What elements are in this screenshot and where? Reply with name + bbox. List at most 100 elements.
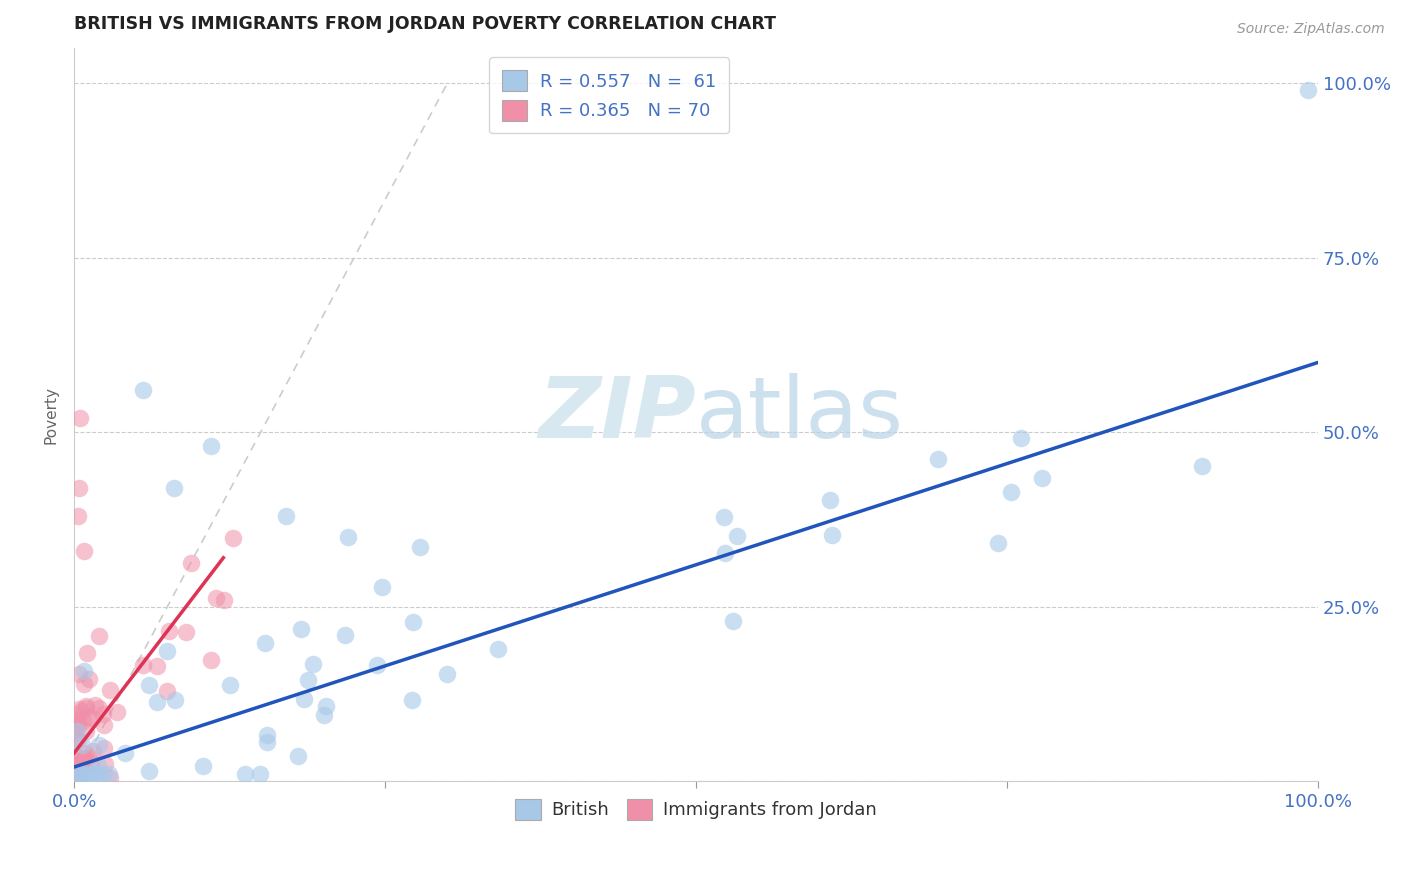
Point: [65, 759, 87, 773]
Text: Source: ZipAtlas.com: Source: ZipAtlas.com: [1237, 22, 1385, 37]
Point: [987, 535, 1010, 549]
Point: [70, 767, 93, 781]
Point: [233, 767, 256, 781]
Point: [290, 622, 312, 636]
Point: [66, 756, 89, 771]
Point: [315, 699, 337, 714]
Point: [65, 771, 87, 785]
Point: [91, 767, 114, 781]
Point: [98, 682, 121, 697]
Point: [75, 752, 97, 766]
Point: [69, 771, 91, 785]
Point: [1000, 484, 1022, 499]
Point: [156, 683, 179, 698]
Point: [66, 714, 89, 729]
Point: [256, 735, 278, 749]
Y-axis label: Poverty: Poverty: [44, 385, 58, 443]
Point: [1296, 83, 1319, 97]
Text: BRITISH VS IMMIGRANTS FROM JORDAN POVERTY CORRELATION CHART: BRITISH VS IMMIGRANTS FROM JORDAN POVERT…: [75, 15, 776, 33]
Point: [91, 707, 114, 722]
Point: [63, 726, 86, 740]
Point: [401, 693, 423, 707]
Point: [409, 541, 432, 555]
Point: [66, 707, 89, 722]
Point: [180, 556, 202, 570]
Point: [65, 767, 87, 781]
Point: [371, 580, 394, 594]
Point: [72, 714, 94, 728]
Point: [436, 667, 458, 681]
Point: [98, 771, 121, 785]
Point: [77, 750, 100, 764]
Point: [73, 677, 96, 691]
Point: [93, 740, 115, 755]
Point: [76, 698, 98, 713]
Point: [297, 673, 319, 687]
Point: [66, 732, 89, 747]
Point: [131, 384, 153, 398]
Point: [63, 731, 86, 745]
Point: [70, 738, 93, 752]
Point: [83, 698, 105, 712]
Point: [63, 759, 86, 773]
Point: [205, 591, 228, 606]
Point: [713, 510, 735, 524]
Point: [63, 771, 86, 785]
Point: [73, 664, 96, 678]
Point: [63, 747, 86, 762]
Point: [70, 756, 93, 770]
Point: [927, 452, 949, 467]
Point: [820, 492, 842, 507]
Point: [70, 764, 93, 778]
Point: [75, 724, 97, 739]
Point: [98, 767, 121, 781]
Point: [66, 771, 89, 785]
Point: [73, 746, 96, 760]
Point: [67, 771, 90, 785]
Point: [314, 707, 336, 722]
Point: [65, 724, 87, 739]
Point: [287, 748, 309, 763]
Point: [292, 691, 315, 706]
Point: [67, 481, 90, 495]
Point: [256, 728, 278, 742]
Point: [145, 658, 167, 673]
Point: [94, 757, 117, 772]
Point: [69, 753, 91, 767]
Point: [725, 529, 748, 543]
Point: [93, 718, 115, 732]
Point: [821, 528, 844, 542]
Point: [366, 657, 388, 672]
Point: [1010, 431, 1032, 445]
Point: [165, 693, 187, 707]
Point: [66, 718, 89, 732]
Point: [63, 771, 86, 785]
Point: [63, 771, 86, 785]
Point: [157, 624, 180, 638]
Point: [87, 757, 110, 772]
Point: [333, 627, 356, 641]
Point: [84, 767, 107, 781]
Point: [222, 531, 245, 545]
Point: [714, 546, 737, 560]
Point: [336, 530, 359, 544]
Point: [73, 543, 96, 558]
Point: [73, 767, 96, 781]
Point: [156, 644, 179, 658]
Point: [66, 712, 89, 726]
Point: [87, 738, 110, 752]
Point: [721, 614, 744, 628]
Point: [75, 701, 97, 715]
Point: [66, 508, 89, 523]
Point: [77, 767, 100, 781]
Point: [486, 641, 509, 656]
Point: [67, 762, 90, 776]
Point: [132, 658, 155, 673]
Point: [84, 767, 107, 781]
Point: [76, 710, 98, 724]
Point: [82, 744, 104, 758]
Point: [87, 630, 110, 644]
Point: [63, 771, 86, 785]
Point: [302, 657, 325, 671]
Point: [66, 771, 89, 785]
